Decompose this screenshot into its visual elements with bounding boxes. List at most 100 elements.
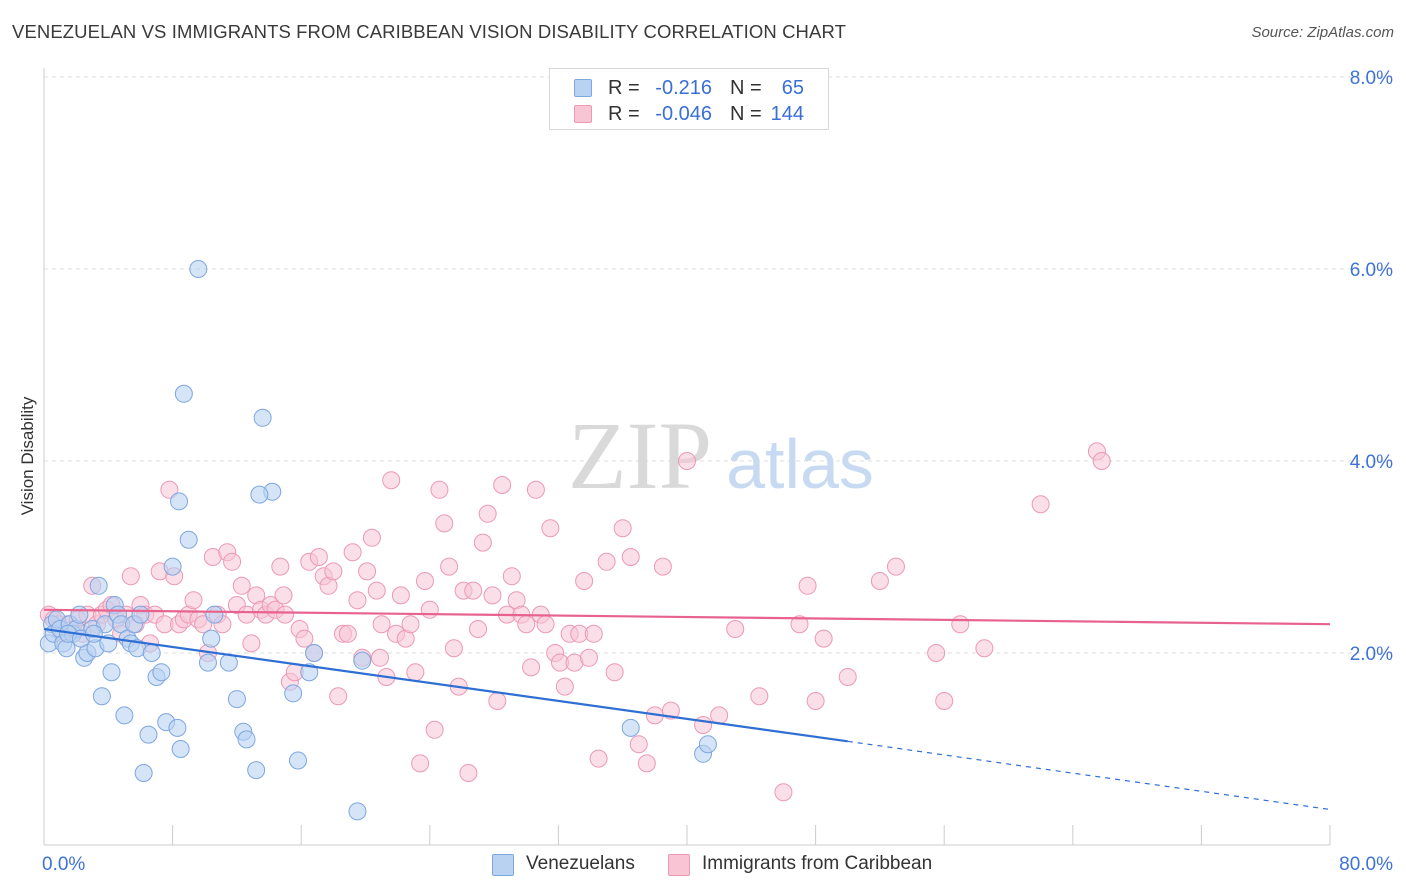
data-point-immigrants [309,548,328,566]
watermark: ZIP atlas [568,402,874,509]
data-point-immigrants [661,701,680,720]
data-point-immigrants [367,581,386,600]
data-point-immigrants [478,504,497,523]
data-point-immigrants [276,605,295,624]
data-point-immigrants [541,519,560,538]
data-point-immigrants [710,706,729,725]
legend-swatch-blue [492,854,514,876]
data-point-immigrants [1092,452,1111,470]
data-point-venezuelans [84,624,103,643]
data-point-immigrants [678,452,696,470]
data-point-venezuelans [92,687,111,706]
correlation-legend: R = -0.216 N = 65 R = -0.046 N = 144 [549,68,829,130]
data-point-immigrants [242,634,261,653]
data-point-immigrants [415,572,434,590]
data-point-immigrants [597,552,616,571]
data-point-immigrants [324,562,343,581]
data-point-venezuelans [698,735,717,754]
data-point-venezuelans [174,384,193,403]
data-point-venezuelans [139,725,158,744]
data-point-immigrants [338,624,357,643]
data-point-immigrants [444,639,463,658]
legend-n-value: 144 [770,103,804,125]
data-point-venezuelans [115,706,134,725]
trend-line-immigrants [43,608,1331,626]
data-point-immigrants [121,567,140,586]
tick-labels: 2.0% 4.0% 6.0% 8.0% 0.0% 80.0% [42,68,1393,875]
legend-r-value: -0.216 [655,77,712,99]
data-point-venezuelans [152,663,171,682]
data-point-immigrants [464,581,483,600]
data-point-immigrants [406,663,425,682]
data-point-immigrants [274,586,293,605]
data-point-immigrants [382,471,401,490]
data-point-immigrants [430,480,449,499]
legend-n-label: N = [730,77,762,99]
data-point-immigrants [329,687,348,706]
data-point-immigrants [526,480,545,499]
data-point-immigrants [584,624,603,643]
data-point-venezuelans [168,718,187,737]
data-point-venezuelans [179,530,198,549]
data-point-venezuelans [247,761,266,780]
legend-swatch-pink [668,854,690,876]
data-point-immigrants [637,754,656,773]
data-point-venezuelans [198,653,217,672]
data-point-immigrants [459,764,478,782]
legend-row-immigrants: R = -0.046 N = 144 [550,101,828,127]
legend-r-label: R = [608,77,640,99]
data-point-venezuelans [202,629,221,648]
data-point-venezuelans [70,605,89,624]
legend-r-label: R = [608,103,640,125]
data-point-immigrants [653,557,672,576]
data-point-immigrants [473,533,492,552]
data-point-venezuelans [171,740,190,758]
data-point-immigrants [605,663,624,682]
data-point-immigrants [726,620,745,638]
data-point-immigrants [935,692,954,710]
data-point-immigrants [411,754,430,773]
data-point-venezuelans [353,651,372,670]
data-point-immigrants [223,552,242,571]
data-point-immigrants [401,615,420,634]
legend-label-venezuelans: Venezuelans [526,853,635,874]
legend-label-immigrants: Immigrants from Caribbean [702,853,933,874]
data-point-immigrants [372,615,391,634]
data-point-venezuelans [163,557,182,576]
legend-swatch-pink [574,105,592,123]
data-point-immigrants [621,548,640,566]
data-point-venezuelans [89,576,108,595]
data-point-immigrants [295,629,314,648]
trend-lines [43,608,1331,811]
data-point-immigrants [160,480,179,499]
data-point-venezuelans [348,802,367,821]
watermark-atlas: atlas [726,425,874,503]
grid-lines [44,76,1392,654]
data-point-venezuelans [284,684,303,703]
data-point-immigrants [694,716,713,734]
legend-n-value: 65 [781,77,804,99]
data-point-immigrants [774,783,793,802]
data-point-immigrants [420,600,439,619]
legend-swatch-blue [574,79,592,97]
data-point-immigrants [750,687,769,706]
data-point-immigrants [184,591,203,610]
data-point-immigrants [927,644,946,662]
data-point-immigrants [629,735,648,754]
data-point-venezuelans [142,644,161,662]
data-point-immigrants [575,572,594,590]
data-point-immigrants [790,615,809,634]
x-tick-label: 0.0% [42,854,85,875]
data-point-immigrants [271,557,290,576]
data-point-venezuelans [300,663,319,682]
y-tick-label: 6.0% [1350,260,1393,281]
data-point-immigrants [798,576,817,595]
data-point-immigrants [555,677,574,696]
data-point-venezuelans [253,408,272,427]
data-point-venezuelans [237,730,256,749]
data-point-venezuelans [170,492,189,511]
legend-n-label: N = [730,103,762,125]
data-point-immigrants [425,720,444,739]
data-point-immigrants [343,543,362,562]
